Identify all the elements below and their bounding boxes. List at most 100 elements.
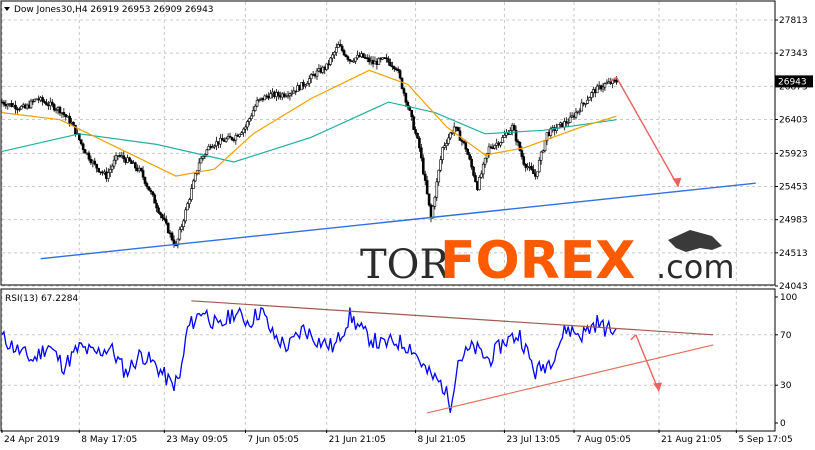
candle-body	[487, 146, 491, 154]
candle-body	[402, 88, 406, 94]
candle-body	[263, 95, 267, 101]
candle-body	[304, 84, 307, 87]
candle-body	[219, 138, 222, 145]
ma-slow-line	[1, 101, 617, 163]
rsi-tick-label: 30	[780, 381, 792, 391]
candle-body	[182, 220, 185, 227]
candle-body	[362, 53, 365, 58]
candle-body	[478, 177, 481, 191]
watermark-com: .com	[656, 248, 735, 286]
rsi-channel-lower	[427, 344, 714, 414]
candle-body	[93, 160, 97, 165]
candle-body	[234, 135, 238, 141]
candle-body	[307, 78, 311, 84]
candle-body	[396, 68, 400, 71]
candle-body	[338, 44, 342, 47]
price-tick-label: 25453	[779, 183, 808, 193]
rsi-line	[1, 306, 618, 413]
candle-body	[68, 115, 71, 124]
candle-body	[325, 63, 328, 70]
candle-body	[574, 112, 578, 118]
price-tick-label: 24983	[779, 216, 808, 226]
time-tick-label: 23 May 09:05	[166, 435, 228, 445]
candle-body	[615, 79, 618, 83]
candle-body	[530, 166, 533, 170]
candle-body	[180, 226, 184, 230]
candle-body	[389, 61, 392, 67]
candle-body	[87, 152, 91, 160]
axis-layer: 2781327343268732640325923254532498324513…	[1, 16, 813, 445]
candle-body	[443, 145, 446, 148]
candle-body	[14, 104, 17, 110]
candle-body	[499, 142, 502, 146]
candle-body	[277, 92, 280, 96]
price-panel-frame	[0, 0, 776, 286]
candle-body	[445, 143, 448, 147]
candle-body	[566, 122, 570, 124]
candle-body	[536, 171, 539, 177]
candle-body	[157, 207, 160, 213]
candle-body	[50, 101, 54, 105]
candle-body	[470, 158, 473, 168]
candle-body	[18, 108, 21, 111]
candle-body	[211, 146, 214, 149]
candle-body	[286, 95, 290, 98]
candle-body	[586, 99, 589, 104]
candle-body	[468, 154, 471, 160]
candle-body	[143, 176, 147, 184]
current-price-label: 26943	[778, 77, 807, 87]
candle-body	[385, 57, 388, 60]
forecast-arrowhead-rsi	[653, 382, 663, 392]
candle-body	[79, 139, 83, 145]
candle-body	[149, 189, 153, 192]
candle-body	[186, 203, 189, 211]
candle-body	[421, 157, 425, 175]
candle-body	[20, 106, 23, 110]
candle-body	[139, 167, 143, 171]
price-tick-label: 27343	[779, 49, 808, 59]
dropdown-arrow-icon[interactable]	[4, 7, 10, 11]
rsi-channel-upper	[191, 300, 714, 336]
candle-body	[367, 57, 371, 63]
candle-body	[244, 126, 247, 130]
support-trendline	[40, 182, 756, 260]
candle-body	[545, 132, 549, 142]
candle-body	[41, 97, 44, 102]
candle-body	[392, 66, 396, 70]
time-tick-label: 21 Jun 21:05	[329, 435, 386, 445]
candle-body	[33, 98, 37, 102]
candle-body	[541, 150, 545, 153]
candle-body	[52, 104, 56, 111]
price-tick-label: 26403	[779, 115, 808, 125]
price-tick-label: 24043	[779, 282, 808, 292]
candle-body	[605, 82, 609, 85]
candle-body	[516, 140, 520, 143]
candle-body	[400, 77, 404, 89]
candle-body	[248, 118, 251, 122]
candle-body	[193, 173, 197, 182]
candle-body	[420, 147, 423, 159]
symbol-header: Dow Jones30,H4 26919 26953 26909 26943	[14, 5, 214, 15]
candle-body	[580, 102, 584, 112]
candle-body	[163, 217, 166, 220]
rsi-header: RSI(13) 67.2284	[5, 294, 78, 304]
candle-body	[342, 50, 346, 56]
candle-body	[456, 127, 460, 132]
candle-body	[45, 102, 48, 106]
candle-body	[240, 132, 243, 135]
candle-body	[242, 128, 245, 134]
time-tick-label: 7 Aug 05:05	[576, 435, 631, 445]
candle-body	[398, 70, 402, 79]
candle-body	[249, 115, 253, 120]
price-tick-label: 25923	[779, 149, 808, 159]
candle-body	[479, 173, 483, 178]
candle-body	[315, 70, 319, 77]
candle-body	[178, 229, 182, 240]
candle-body	[164, 219, 168, 224]
candle-body	[503, 134, 506, 138]
candle-body	[72, 121, 75, 126]
candle-body	[269, 93, 272, 99]
candle-body	[493, 145, 497, 149]
candle-body	[450, 132, 454, 134]
